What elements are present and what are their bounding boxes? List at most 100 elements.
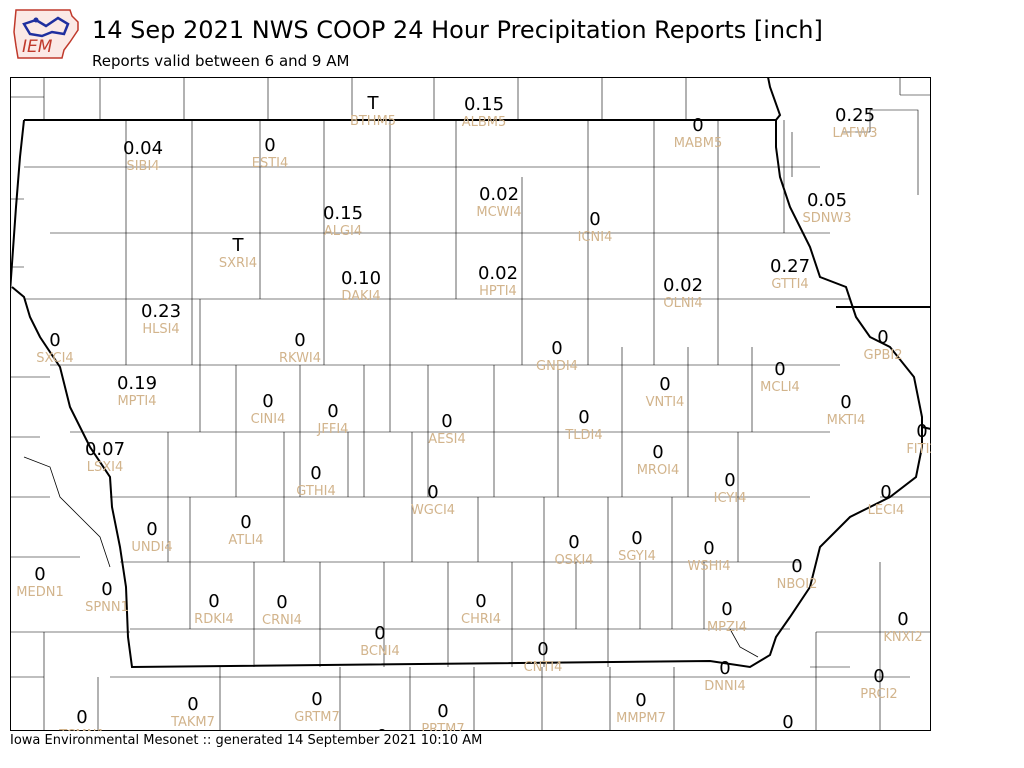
station-id-label: MCWI4 (476, 205, 521, 220)
precip-value: 0.02 (478, 263, 518, 284)
precip-value: T (367, 93, 380, 114)
precip-value: 0 (187, 694, 198, 715)
precip-value: 0.07 (85, 439, 125, 460)
station-id-label: LSXI4 (87, 460, 124, 475)
precip-value: 0 (264, 135, 275, 156)
station-id-label: TLDI4 (564, 428, 602, 443)
station-id-label: DNNI4 (704, 679, 746, 694)
precip-value: 0 (692, 115, 703, 136)
precip-value: 0 (374, 623, 385, 644)
station-id-label: MKTI4 (827, 413, 866, 428)
station-id-label: ALBM5 (462, 115, 507, 130)
precip-value: 0 (877, 327, 888, 348)
precip-value: 0 (724, 470, 735, 491)
station-id-label: ICYI4 (714, 491, 747, 506)
station-id-label: MCLI4 (760, 380, 800, 395)
station-id-label: AESI4 (428, 432, 465, 447)
precip-value: 0 (276, 592, 287, 613)
station-id-label: CINI4 (251, 412, 286, 427)
iem-logo: IEM (12, 6, 84, 60)
precip-value: 0 (840, 392, 851, 413)
precipitation-map: T BTHM5 0.15 ALBM5 0 MABM5 0.25 LAFW3 0.04 SIBI4 0… (9, 76, 938, 762)
precip-value: 0 (774, 359, 785, 380)
station-id-label: UNDI4 (131, 540, 172, 555)
station-id-label: BTHM5 (350, 114, 396, 129)
precip-value: 0 (551, 338, 562, 359)
station-id-label: PRCI2 (860, 687, 897, 702)
station-id-label: OLNI4 (663, 296, 702, 311)
footer-credit: Iowa Environmental Mesonet :: generated … (10, 733, 483, 748)
precip-value: 0 (589, 209, 600, 230)
station-id-label: SIBI4 (126, 159, 159, 174)
rivers (23, 456, 759, 658)
precip-value: 0 (208, 591, 219, 612)
precip-value: 0.15 (464, 94, 504, 115)
station-id-label: SXCI4 (36, 351, 73, 366)
precip-value: 0 (578, 407, 589, 428)
precip-value: 0 (721, 599, 732, 620)
station-id-label: MEDN1 (16, 585, 63, 600)
precip-value: 0 (376, 726, 387, 731)
station-id-label: GRTM7 (294, 710, 340, 725)
station-id-label: GTHI4 (296, 484, 335, 499)
station-id-label: RDKI4 (194, 612, 234, 627)
station-id-label: GPBI2 (864, 348, 903, 363)
precip-value: 0 (475, 591, 486, 612)
precip-value: 0.25 (835, 105, 875, 126)
station-id-label: HPTI4 (479, 284, 517, 299)
precip-value: 0 (294, 330, 305, 351)
station-id-label: OSKI4 (554, 553, 593, 568)
station-id-label: MPTI4 (117, 394, 156, 409)
precip-value: 0 (76, 707, 87, 728)
precip-value: 0.15 (323, 203, 363, 224)
precip-value: 0 (49, 330, 60, 351)
station-fiti2: 0FITI2 (906, 421, 937, 457)
precip-value: 0.02 (479, 184, 519, 205)
station-id-label: CHRI4 (461, 612, 501, 627)
station-id-label: ICNI4 (578, 230, 613, 245)
station-id-label: MROI4 (637, 463, 680, 478)
station-id-label: GTTI4 (771, 277, 808, 292)
precip-value: 0 (719, 658, 730, 679)
station-id-label: SGYI4 (618, 549, 656, 564)
precip-value: 0.27 (770, 256, 810, 277)
station-id-label: SPNN1 (85, 600, 129, 615)
precip-value: 0 (34, 564, 45, 585)
station-id-label: LECI4 (868, 503, 905, 518)
precip-value: 0 (437, 701, 448, 722)
precip-value: 0 (873, 666, 884, 687)
precip-value: 0.05 (807, 190, 847, 211)
county-lines (10, 77, 931, 731)
precip-value: 0 (310, 463, 321, 484)
station-id-label: HLSI4 (142, 322, 179, 337)
station-id-label: ALGI4 (324, 224, 362, 239)
precip-value: 0 (311, 689, 322, 710)
